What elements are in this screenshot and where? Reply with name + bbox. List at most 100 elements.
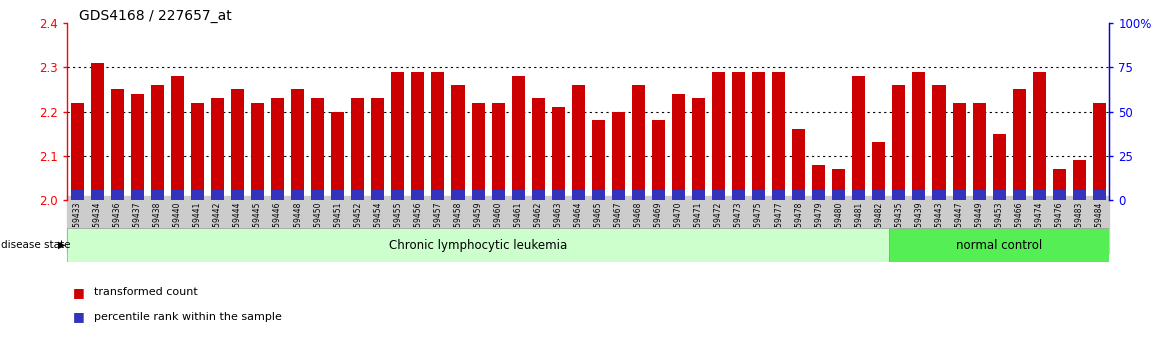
Bar: [67, 228, 889, 262]
Bar: [572, 85, 585, 200]
Bar: [712, 190, 725, 200]
Bar: [973, 103, 985, 200]
Bar: [611, 190, 625, 200]
Bar: [312, 98, 324, 200]
Bar: [512, 76, 525, 200]
Bar: [1012, 190, 1026, 200]
Bar: [452, 190, 464, 200]
Bar: [432, 190, 445, 200]
Bar: [913, 190, 925, 200]
Bar: [251, 190, 264, 200]
Bar: [852, 190, 865, 200]
Bar: [672, 94, 686, 200]
Text: GDS4168 / 227657_at: GDS4168 / 227657_at: [79, 9, 232, 23]
Bar: [772, 72, 785, 200]
Bar: [312, 190, 324, 200]
Bar: [151, 190, 164, 200]
Text: transformed count: transformed count: [94, 287, 198, 297]
Bar: [230, 190, 244, 200]
Bar: [111, 89, 124, 200]
Bar: [532, 98, 544, 200]
Bar: [351, 98, 365, 200]
Bar: [1093, 103, 1106, 200]
Text: normal control: normal control: [957, 239, 1042, 252]
Bar: [932, 85, 946, 200]
Bar: [572, 190, 585, 200]
Bar: [652, 120, 665, 200]
Bar: [732, 190, 745, 200]
Bar: [491, 190, 505, 200]
Bar: [833, 190, 845, 200]
Bar: [1053, 169, 1065, 200]
Bar: [71, 190, 83, 200]
Bar: [291, 89, 305, 200]
Text: percentile rank within the sample: percentile rank within the sample: [94, 312, 281, 322]
Bar: [1012, 89, 1026, 200]
Bar: [611, 112, 625, 200]
Bar: [191, 190, 204, 200]
Bar: [171, 190, 184, 200]
Bar: [131, 94, 144, 200]
Bar: [372, 98, 384, 200]
Bar: [852, 76, 865, 200]
Bar: [351, 190, 365, 200]
Bar: [732, 72, 745, 200]
Bar: [953, 103, 966, 200]
Bar: [772, 190, 785, 200]
Bar: [391, 72, 404, 200]
Bar: [151, 85, 164, 200]
Bar: [90, 190, 104, 200]
Bar: [812, 165, 826, 200]
Bar: [471, 190, 484, 200]
Bar: [889, 228, 1109, 262]
Bar: [211, 190, 223, 200]
Bar: [712, 72, 725, 200]
Bar: [411, 72, 425, 200]
Bar: [391, 190, 404, 200]
Bar: [632, 85, 645, 200]
Bar: [331, 112, 344, 200]
Bar: [792, 190, 805, 200]
Bar: [1093, 190, 1106, 200]
Bar: [812, 190, 826, 200]
Bar: [893, 190, 906, 200]
Bar: [471, 103, 484, 200]
Bar: [432, 72, 445, 200]
Bar: [752, 72, 765, 200]
Bar: [411, 190, 425, 200]
Bar: [632, 190, 645, 200]
Bar: [291, 190, 305, 200]
Bar: [1072, 190, 1086, 200]
Bar: [271, 190, 284, 200]
Bar: [1072, 160, 1086, 200]
Bar: [251, 103, 264, 200]
Bar: [271, 98, 284, 200]
Bar: [692, 190, 705, 200]
Bar: [532, 190, 544, 200]
Bar: [672, 190, 686, 200]
Bar: [372, 190, 384, 200]
Bar: [833, 169, 845, 200]
Bar: [71, 103, 83, 200]
Bar: [171, 76, 184, 200]
Bar: [992, 190, 1005, 200]
Bar: [992, 134, 1005, 200]
Bar: [131, 190, 144, 200]
Text: disease state: disease state: [1, 240, 71, 250]
Bar: [932, 190, 946, 200]
Bar: [230, 89, 244, 200]
Text: ▶: ▶: [58, 240, 65, 250]
Text: Chronic lymphocytic leukemia: Chronic lymphocytic leukemia: [389, 239, 567, 252]
Bar: [1033, 72, 1046, 200]
Bar: [752, 190, 765, 200]
Bar: [872, 190, 886, 200]
Bar: [90, 63, 104, 200]
Bar: [893, 85, 906, 200]
Bar: [692, 98, 705, 200]
Bar: [1033, 190, 1046, 200]
Bar: [191, 103, 204, 200]
Bar: [452, 85, 464, 200]
Bar: [872, 143, 886, 200]
Bar: [512, 190, 525, 200]
Bar: [592, 190, 604, 200]
